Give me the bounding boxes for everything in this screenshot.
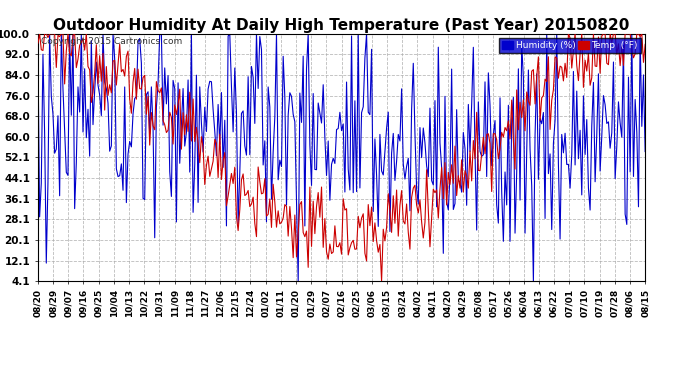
Text: Copyright 2015 Cartronics.com: Copyright 2015 Cartronics.com [41, 38, 182, 46]
Legend: Humidity (%), Temp  (°F): Humidity (%), Temp (°F) [500, 38, 640, 53]
Title: Outdoor Humidity At Daily High Temperature (Past Year) 20150820: Outdoor Humidity At Daily High Temperatu… [53, 18, 630, 33]
